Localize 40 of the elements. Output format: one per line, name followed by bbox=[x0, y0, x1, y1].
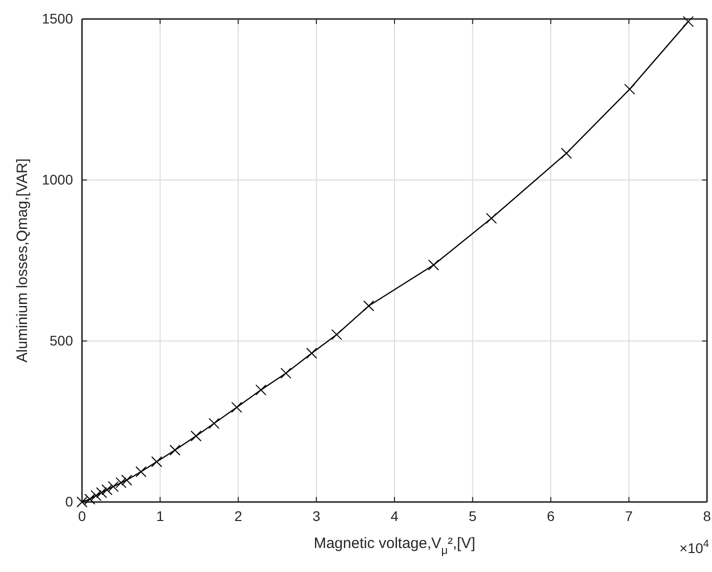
x-tick-label: 7 bbox=[624, 508, 633, 524]
point bbox=[231, 402, 242, 413]
point bbox=[624, 84, 636, 95]
x-tick-label: 2 bbox=[234, 508, 242, 524]
point bbox=[280, 368, 292, 379]
point bbox=[428, 260, 440, 271]
x-tick-label: 1 bbox=[156, 508, 164, 524]
x-axis-title: Magnetic voltage,V$_{μ}$²,[V] bbox=[314, 535, 476, 557]
x-tick-label: 3 bbox=[312, 508, 320, 524]
point bbox=[84, 494, 96, 505]
y-axis-title: Aluminium losses,Qmag,[VAR] bbox=[14, 158, 31, 362]
y-tick-label: 1000 bbox=[42, 171, 74, 188]
point bbox=[190, 430, 202, 442]
point bbox=[331, 329, 342, 340]
point bbox=[151, 456, 162, 468]
point bbox=[169, 444, 180, 456]
x-tick-label: 5 bbox=[468, 508, 477, 524]
point bbox=[682, 16, 694, 28]
x-tick-label: 4 bbox=[390, 508, 399, 524]
point bbox=[102, 484, 112, 496]
y-tick-label: 1500 bbox=[42, 10, 74, 26]
point bbox=[486, 212, 497, 224]
point bbox=[90, 490, 102, 502]
point bbox=[96, 487, 108, 498]
point bbox=[255, 384, 266, 396]
point bbox=[135, 466, 146, 478]
point bbox=[560, 148, 572, 159]
point bbox=[116, 477, 127, 488]
point bbox=[76, 496, 88, 508]
x-tick-label: 0 bbox=[78, 508, 86, 524]
y-tick-label: 0 bbox=[65, 493, 74, 510]
point bbox=[306, 348, 318, 359]
x-tick-label: 8 bbox=[703, 508, 712, 524]
point bbox=[108, 481, 119, 492]
point bbox=[208, 418, 220, 429]
x-tick-label: 6 bbox=[546, 508, 555, 524]
y-tick-label: 500 bbox=[50, 332, 74, 348]
text: ×10$^{4}$ bbox=[679, 538, 710, 556]
point bbox=[363, 300, 374, 312]
point bbox=[121, 474, 132, 486]
